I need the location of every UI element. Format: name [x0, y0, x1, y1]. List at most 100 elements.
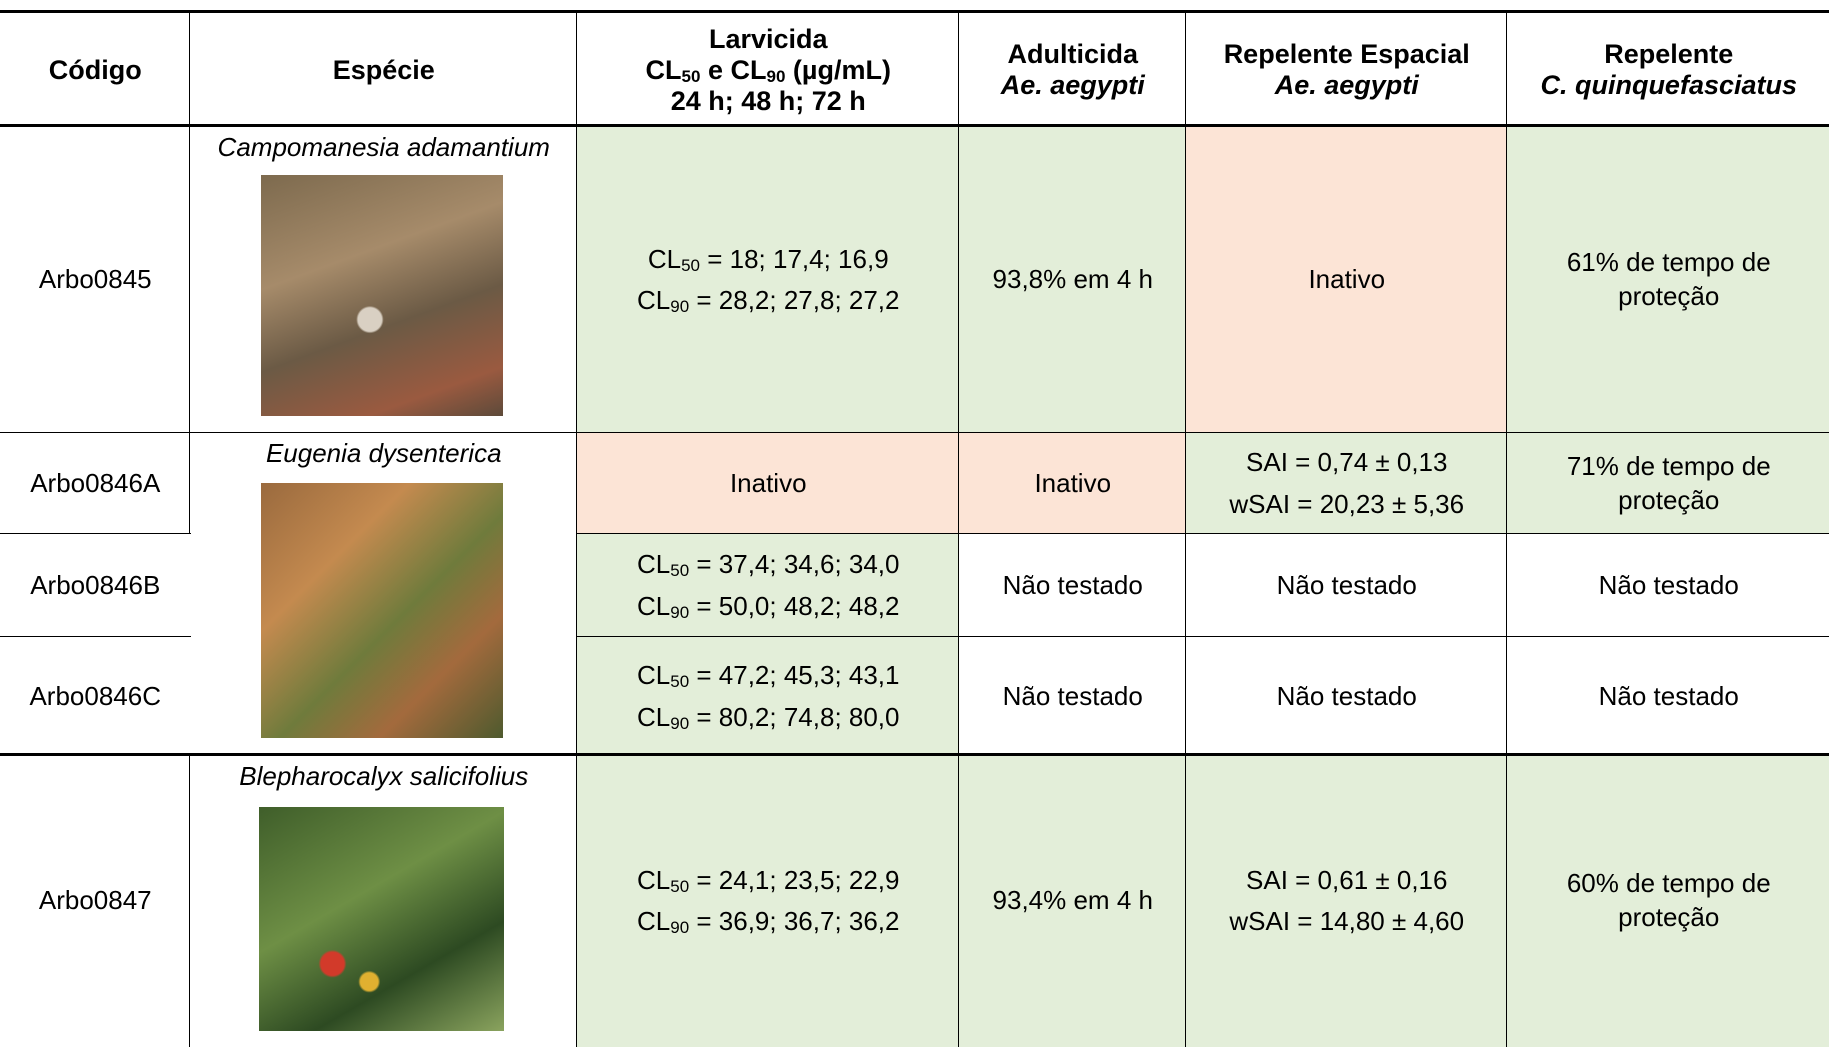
- text: = 50,0; 48,2; 48,2: [689, 590, 900, 621]
- repellent-cell: 61% de tempo de proteção: [1506, 126, 1829, 434]
- larvicide-line: CL50 = 47,2; 45,3; 43,1: [637, 655, 900, 697]
- text: Inativo: [1034, 467, 1112, 498]
- header-line: CL50 e CL90 (µg/mL): [646, 55, 891, 86]
- text: CL: [636, 285, 671, 316]
- subscript: 90: [670, 602, 690, 622]
- text: = 18; 17,4; 16,9: [700, 243, 889, 274]
- larvicide-cell: Inativo: [576, 432, 960, 535]
- larvicide-cell: CL50 = 47,2; 45,3; 43,1 CL90 = 80,2; 74,8…: [576, 636, 960, 757]
- species-name: Campomanesia adamantium: [217, 132, 550, 162]
- repellent-cell: Não testado: [1506, 533, 1829, 638]
- text: Não testado: [1598, 680, 1739, 711]
- text: CL: [636, 590, 671, 621]
- header-cell: Larvicida CL50 e CL90 (µg/mL) 24 h; 48 h; …: [576, 12, 960, 128]
- header-text: Ae. aegypti: [1000, 70, 1145, 101]
- text: SAI = 0,61 ± 0,16: [1246, 864, 1448, 895]
- header-cell: Repelente Espacial Ae. aegypti: [1185, 12, 1508, 128]
- text: Inativo: [1308, 264, 1386, 295]
- larvicide-line: CL50 = 37,4; 34,6; 34,0: [637, 544, 900, 586]
- text: 93,8% em 4 h: [992, 264, 1153, 295]
- header-text: (µg/mL): [785, 54, 891, 85]
- header-cell: Repelente C. quinquefasciatus: [1506, 12, 1829, 128]
- code: Arbo0845: [38, 264, 152, 295]
- text: CL: [636, 701, 671, 732]
- text: 60% de tempo de proteção: [1566, 868, 1771, 933]
- adulticide-cell: Não testado: [958, 636, 1187, 757]
- text: Inativo: [729, 467, 807, 498]
- code: Arbo0846C: [29, 680, 162, 711]
- spatial-repellent-cell: Inativo: [1185, 126, 1508, 434]
- text: Não testado: [1002, 569, 1143, 600]
- subscript: 90: [766, 66, 786, 86]
- text: wSAI = 14,80 ± 4,60: [1229, 906, 1465, 937]
- code: Arbo0847: [38, 885, 152, 916]
- text: = 24,1; 23,5; 22,9: [689, 864, 900, 895]
- code-cell: Arbo0847: [0, 755, 191, 1047]
- header-text: CL: [645, 54, 682, 85]
- text: SAI = 0,74 ± 0,13: [1246, 447, 1448, 478]
- header-cell: Adulticida Ae. aegypti: [958, 12, 1187, 128]
- text: 93,4% em 4 h: [992, 885, 1153, 916]
- text: 61% de tempo de proteção: [1566, 247, 1771, 312]
- rule: [0, 124, 1829, 127]
- plant-photo: [261, 175, 503, 416]
- code-cell: Arbo0846B: [0, 533, 191, 638]
- code-cell: Arbo0846A: [0, 432, 191, 535]
- text: CL: [647, 243, 682, 274]
- rule: [0, 10, 1829, 13]
- subscript: 50: [670, 672, 690, 692]
- subscript: 50: [670, 876, 690, 896]
- header-text: Espécie: [332, 54, 435, 85]
- text: = 36,9; 36,7; 36,2: [689, 906, 900, 937]
- text: = 37,4; 34,6; 34,0: [689, 549, 900, 580]
- rule: [0, 753, 1829, 756]
- larvicide-line: CL90 = 28,2; 27,8; 27,2: [637, 280, 900, 322]
- adulticide-cell: Não testado: [958, 533, 1187, 638]
- header-text: Adulticida: [1007, 39, 1138, 70]
- subscript: 50: [681, 66, 701, 86]
- larvicide-line: CL50 = 24,1; 23,5; 22,9: [637, 860, 900, 902]
- text: Não testado: [1276, 680, 1417, 711]
- spatial-repellent-cell: Não testado: [1185, 636, 1508, 757]
- header-text: Código: [48, 54, 142, 85]
- larvicide-cell: CL50 = 18; 17,4; 16,9 CL90 = 28,2; 27,8; …: [576, 126, 960, 434]
- larvicide-line: CL50 = 18; 17,4; 16,9: [648, 239, 889, 281]
- header-text: Repelente Espacial: [1223, 39, 1470, 70]
- adulticide-cell: Inativo: [958, 432, 1187, 535]
- code: Arbo0846A: [30, 467, 161, 498]
- text: Não testado: [1276, 569, 1417, 600]
- plant-photo: [261, 483, 503, 738]
- subscript: 90: [670, 297, 690, 317]
- text: CL: [636, 660, 671, 691]
- header-text: Larvicida: [708, 23, 828, 54]
- spatial-repellent-cell: SAI = 0,74 ± 0,13 wSAI = 20,23 ± 5,36: [1185, 432, 1508, 535]
- text: = 47,2; 45,3; 43,1: [689, 660, 900, 691]
- subscript: 90: [670, 713, 690, 733]
- repellent-cell: 60% de tempo de proteção: [1506, 755, 1829, 1047]
- adulticide-cell: 93,8% em 4 h: [958, 126, 1187, 434]
- text: = 28,2; 27,8; 27,2: [689, 285, 900, 316]
- adulticide-cell: 93,4% em 4 h: [958, 755, 1187, 1047]
- subscript: 50: [681, 255, 700, 275]
- text: CL: [636, 549, 671, 580]
- text: Não testado: [1598, 569, 1739, 600]
- subscript: 90: [670, 918, 690, 938]
- spatial-repellent-cell: Não testado: [1185, 533, 1508, 638]
- header-text: 24 h; 48 h; 72 h: [670, 85, 866, 116]
- larvicide-line: CL90 = 36,9; 36,7; 36,2: [637, 901, 900, 943]
- header-text: Ae. aegypti: [1274, 70, 1419, 101]
- repellent-cell: 71% de tempo de proteção: [1506, 432, 1829, 535]
- code: Arbo0846B: [30, 569, 161, 600]
- text: wSAI = 20,23 ± 5,36: [1229, 488, 1465, 519]
- code-cell: Arbo0845: [0, 126, 191, 434]
- larvicide-line: CL90 = 80,2; 74,8; 80,0: [637, 697, 900, 739]
- text: 71% de tempo de proteção: [1566, 450, 1771, 515]
- larvicide-line: CL90 = 50,0; 48,2; 48,2: [637, 586, 900, 628]
- header-cell: Espécie: [189, 12, 578, 128]
- species-name: Eugenia dysenterica: [265, 438, 502, 468]
- plant-photo: [259, 807, 504, 1031]
- header-text: e CL: [700, 54, 767, 85]
- species-name: Blepharocalyx salicifolius: [239, 761, 529, 791]
- larvicide-cell: CL50 = 37,4; 34,6; 34,0 CL90 = 50,0; 48,2…: [576, 533, 960, 638]
